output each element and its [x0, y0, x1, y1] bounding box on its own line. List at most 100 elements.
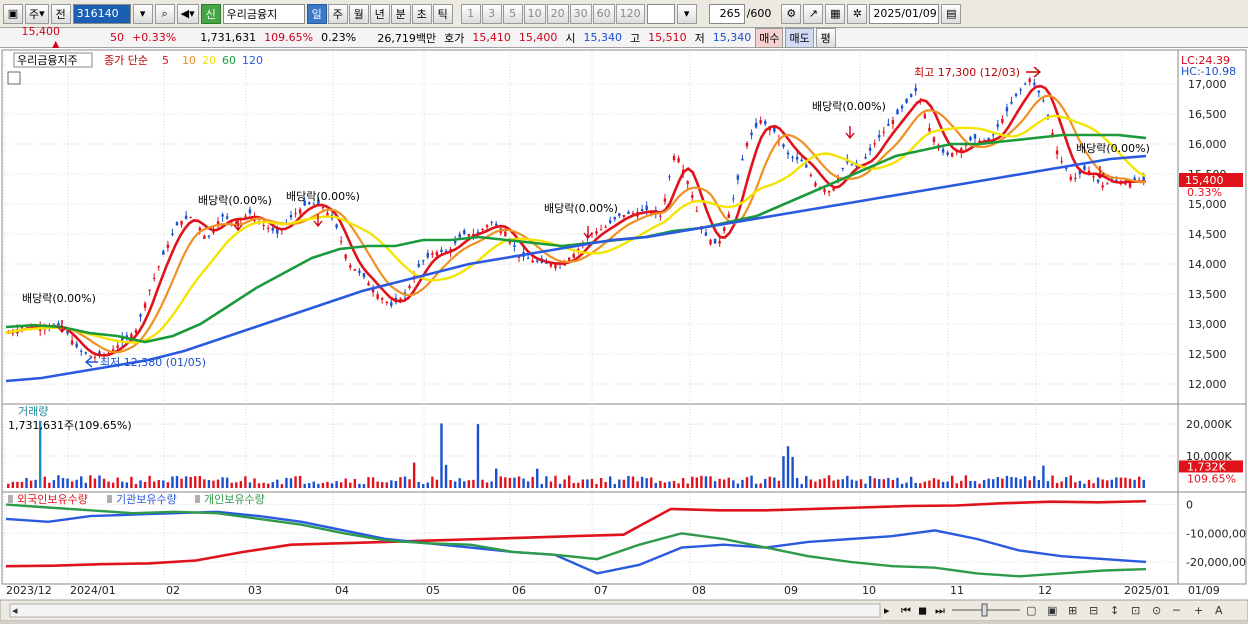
count-input[interactable]: 265 — [708, 3, 745, 24]
holding-legend-swatch — [195, 495, 200, 503]
candle-body — [850, 164, 854, 166]
interval-3[interactable]: 3 — [481, 3, 502, 24]
candle-body — [444, 250, 448, 252]
interval-dropdown[interactable]: ▾ — [676, 3, 697, 24]
volume-bar — [891, 479, 895, 488]
volume-bar — [207, 479, 211, 488]
volume-bar — [540, 483, 543, 488]
tab-0[interactable]: 일 — [306, 3, 327, 24]
candle-body — [992, 134, 995, 136]
sell-button[interactable]: 매도 — [785, 27, 814, 48]
candle-body — [887, 123, 890, 126]
ma120-line — [5, 154, 1147, 383]
volume-bar — [773, 477, 776, 488]
period-select[interactable]: 주 ▾ — [25, 3, 49, 24]
volume-bar — [25, 477, 28, 488]
chart-area[interactable]: 12,000 12,500 13,000 13,500 14,000 14,500 15,0… — [0, 48, 1248, 622]
dividend-arrow-icon — [583, 226, 593, 240]
date-input[interactable]: 2025/01/09 — [869, 3, 940, 24]
candle-body — [727, 213, 730, 218]
volume-bar — [216, 479, 220, 488]
volume-bar — [996, 477, 999, 488]
volume-bar — [586, 479, 589, 488]
holding-legend-swatch — [8, 495, 13, 503]
interval-5[interactable]: 5 — [502, 3, 523, 24]
gear-icon[interactable]: ✲ — [847, 3, 868, 24]
volume-bar — [335, 481, 338, 488]
tab-2[interactable]: 월 — [348, 3, 369, 24]
candle-body — [814, 182, 817, 187]
speaker-icon[interactable]: ◀▾ — [176, 3, 199, 24]
prev-button[interactable]: 전 — [50, 3, 71, 24]
volume-bar — [1037, 479, 1041, 488]
calendar-icon[interactable]: ▤ — [941, 3, 962, 24]
dropdown-icon[interactable]: ▾ — [132, 3, 153, 24]
interval-120[interactable]: 120 — [615, 3, 645, 24]
candle-body — [381, 298, 384, 300]
search-icon[interactable]: ⌕ — [154, 3, 175, 24]
candle-body — [549, 264, 553, 267]
volume-bar — [700, 475, 703, 488]
candle-body — [713, 238, 717, 244]
interval-10[interactable]: 10 — [523, 3, 546, 24]
volume-bar — [312, 481, 315, 488]
interval-20[interactable]: 20 — [546, 3, 569, 24]
candle-body — [536, 260, 539, 262]
volume-bar — [390, 480, 393, 488]
candle-body — [627, 211, 630, 214]
tab-3[interactable]: 년 — [369, 3, 390, 24]
volume-bar — [732, 480, 735, 488]
volume-bar — [1078, 480, 1082, 488]
volume-bar — [887, 478, 890, 488]
tool-icon[interactable]: ⚙ — [781, 3, 802, 24]
high-annotation: 최고 17,300 (12/03) — [914, 66, 1020, 79]
candle-body — [153, 277, 156, 279]
candle-body — [495, 223, 498, 226]
interval-custom-input[interactable] — [646, 3, 675, 24]
volume-bar — [148, 475, 151, 488]
save-icon[interactable]: ▦ — [825, 3, 846, 24]
candle-body — [148, 289, 151, 291]
eval-button[interactable]: 평 — [815, 27, 836, 48]
tab-5[interactable]: 초 — [411, 3, 432, 24]
volume-bar — [846, 475, 849, 488]
dividend-label: 배당락(0.00%) — [198, 194, 272, 207]
volume-bar — [257, 483, 261, 488]
volume-bar — [723, 479, 726, 488]
interval-1[interactable]: 1 — [460, 3, 481, 24]
current-pct-label: 0.33% — [1187, 186, 1222, 199]
volume-bar — [399, 477, 402, 488]
tab-6[interactable]: 틱 — [432, 3, 453, 24]
tab-1[interactable]: 주 — [327, 3, 348, 24]
candle-body — [1115, 179, 1118, 181]
candle-body — [718, 240, 721, 244]
volume-bar — [294, 476, 297, 488]
draw-icon[interactable]: ↗ — [803, 3, 824, 24]
interval-30[interactable]: 30 — [569, 3, 592, 24]
dividend-label: 배당락(0.00%) — [812, 100, 886, 113]
volume-bar — [339, 482, 343, 488]
volume-bar — [795, 478, 799, 488]
candle-body — [143, 303, 147, 308]
candle-body — [362, 273, 366, 278]
volume-bar — [1119, 477, 1123, 488]
volume-bar — [878, 479, 881, 488]
ma-legend-5: 5 — [162, 54, 169, 67]
interval-60[interactable]: 60 — [592, 3, 615, 24]
candle-body — [435, 252, 439, 256]
x-tick-label: 10 — [862, 584, 876, 597]
candle-body — [668, 176, 671, 178]
candle-body — [267, 227, 270, 229]
chart-icon[interactable]: ▣ — [3, 3, 23, 24]
volume-bar — [490, 481, 493, 488]
stock-chart[interactable]: 12,000 12,500 13,000 13,500 14,000 14,500 15,0… — [0, 48, 1248, 622]
stock-code-input[interactable]: 316140 — [72, 3, 131, 24]
buy-button[interactable]: 매수 — [755, 27, 784, 48]
candle-body — [896, 109, 899, 115]
count-total: /600 — [746, 7, 772, 20]
volume-bar — [1055, 482, 1059, 488]
volume-bar — [431, 476, 434, 488]
candle-body — [1051, 133, 1054, 136]
tab-4[interactable]: 분 — [390, 3, 411, 24]
volume-bar — [285, 477, 288, 488]
